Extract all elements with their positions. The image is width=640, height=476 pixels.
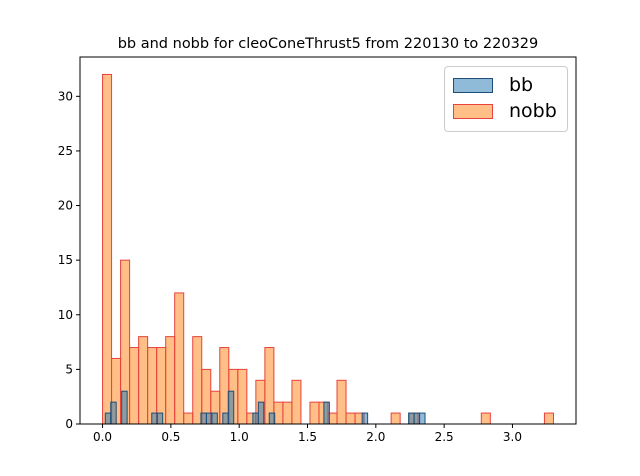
bar-nobb-6 [156,347,167,425]
bar-nobb-26 [345,412,356,425]
legend-swatch-bb [453,77,493,93]
y-tick-label-1: 5 [65,362,73,376]
legend: bb nobb [444,66,568,132]
legend-swatch-nobb [453,103,493,119]
y-tick-label-3: 15 [58,253,73,267]
bar-bb-12 [268,412,276,425]
y-tick-label-2: 10 [58,308,73,322]
plot-frame [79,56,577,425]
bar-nobb-15 [237,368,248,425]
bar-bb-6 [205,412,213,425]
bar-bb-4 [156,412,164,425]
bar-bb-15 [408,412,415,425]
bar-bb-17 [419,412,426,425]
x-tick-label-5: 2.5 [435,430,454,444]
x-tick-label-2: 1.0 [230,430,249,444]
bar-nobb-30 [480,412,491,425]
y-tick-label-6: 30 [58,89,73,103]
y-tick-label-4: 20 [58,199,73,213]
bar-nobb-10 [192,336,203,425]
bar-nobb-7 [165,336,176,425]
bar-bb-8 [222,412,229,425]
y-tick-label-0: 0 [65,417,73,431]
x-tick-label-0: 0.0 [93,430,112,444]
x-tick-label-6: 3.0 [503,430,522,444]
bar-bb-9 [227,390,235,425]
legend-item-nobb: nobb [453,100,557,122]
bar-bb-5 [200,412,207,425]
bar-nobb-5 [147,347,158,425]
bar-bb-1 [110,401,117,425]
x-tick-label-1: 0.5 [161,430,180,444]
legend-label-nobb: nobb [509,100,557,122]
bar-bb-10 [252,412,259,425]
bar-bb-14 [361,412,369,425]
bar-nobb-4 [138,336,149,425]
legend-label-bb: bb [509,74,534,96]
bar-bb-3 [151,412,158,425]
y-tick-label-5: 25 [58,144,73,158]
bar-nobb-28 [390,412,401,425]
x-tick-label-3: 1.5 [298,430,317,444]
chart-title: bb and nobb for cleoConeThrust5 from 220… [117,36,539,52]
bar-bb-0 [104,412,112,425]
bar-bb-13 [323,401,330,425]
bar-bb-2 [121,390,128,425]
bar-nobb-31 [543,412,554,425]
bar-bb-11 [257,401,265,425]
bar-nobb-20 [282,401,293,425]
bar-nobb-0 [102,73,113,425]
bar-nobb-18 [264,347,275,425]
bar-nobb-13 [219,347,230,425]
bar-nobb-25 [336,379,347,425]
bar-nobb-9 [183,412,194,425]
bar-nobb-3 [129,347,140,425]
bar-bb-16 [413,412,421,425]
bar-bb-7 [211,412,218,425]
bar-nobb-21 [291,379,302,425]
bar-nobb-19 [273,401,284,425]
x-tick-label-4: 2.0 [366,430,385,444]
bar-nobb-22 [309,401,320,425]
bar-nobb-8 [174,292,185,425]
legend-item-bb: bb [453,74,533,96]
